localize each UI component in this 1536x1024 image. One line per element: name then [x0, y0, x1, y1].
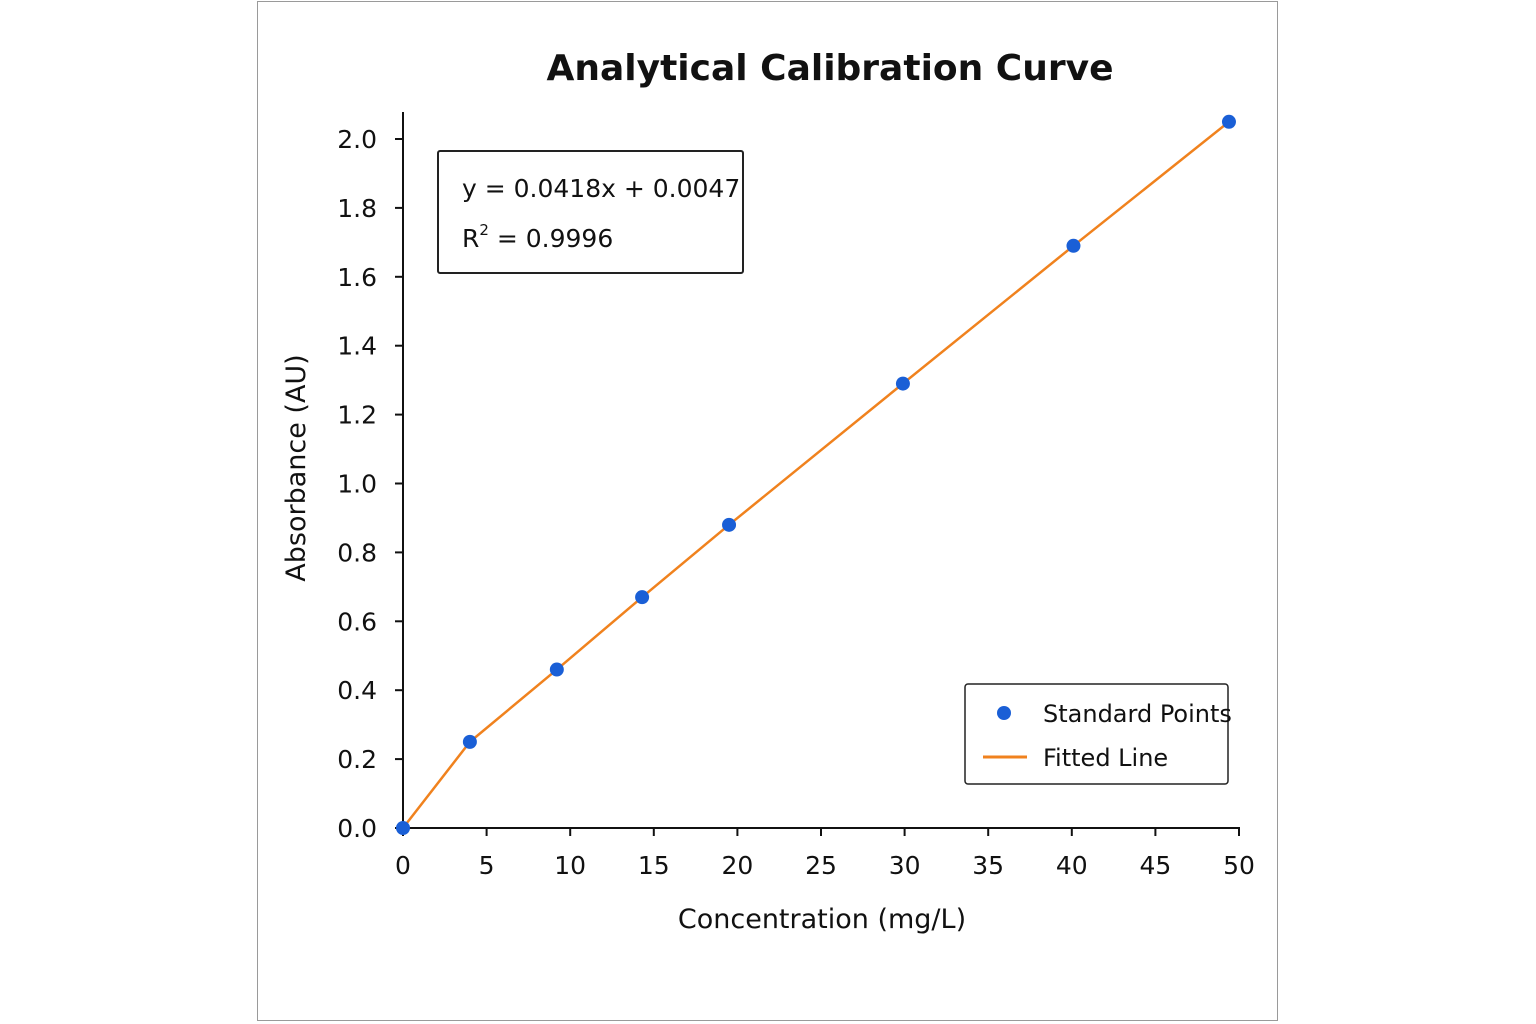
y-tick-label: 0.8: [337, 538, 377, 567]
equation-box: y = 0.0418x + 0.0047 R2 = 0.9996: [437, 150, 744, 274]
legend: Standard Points Fitted Line: [964, 683, 1232, 785]
standard-point: [635, 590, 650, 605]
legend-label-standard-points: Standard Points: [1043, 700, 1232, 728]
x-ticks: 0 5 10 15 20 25 30 35 40 45 50: [395, 828, 1255, 880]
y-tick-label: 0.6: [337, 607, 377, 636]
x-tick-label: 35: [972, 851, 1004, 880]
y-tick-label: 2.0: [337, 125, 377, 154]
y-axis-title: Absorbance (AU): [281, 354, 312, 581]
x-tick-label: 10: [554, 851, 586, 880]
y-tick-label: 0.2: [337, 745, 377, 774]
r-squared-prefix: R: [462, 224, 479, 253]
standard-point: [1066, 238, 1081, 253]
x-axis-title: Concentration (mg/L): [678, 904, 966, 935]
legend-label-fitted-line: Fitted Line: [1043, 744, 1168, 772]
r-squared-text: R2 = 0.9996: [462, 221, 613, 253]
standard-point: [462, 734, 477, 749]
x-tick-label: 40: [1056, 851, 1088, 880]
x-tick-label: 20: [721, 851, 753, 880]
x-tick-label: 5: [479, 851, 495, 880]
y-tick-label: 0.4: [337, 676, 377, 705]
x-tick-label: 15: [638, 851, 670, 880]
equation-text: y = 0.0418x + 0.0047: [462, 174, 740, 203]
y-tick-label: 1.0: [337, 470, 377, 499]
r-squared-superscript: 2: [479, 221, 489, 239]
standard-point: [722, 517, 737, 532]
y-tick-label: 1.8: [337, 194, 377, 223]
fitted-line: [402, 120, 1230, 829]
standard-point: [396, 821, 410, 835]
equation-box-border: [437, 150, 744, 274]
figure-frame: [257, 1, 1278, 1021]
y-tick-label: 1.6: [337, 263, 377, 292]
x-tick-label: 50: [1223, 851, 1255, 880]
y-tick-label: 1.2: [337, 401, 377, 430]
legend-box: [964, 683, 1229, 785]
y-tick-label: 1.4: [337, 332, 377, 361]
standard-point: [1221, 114, 1236, 129]
x-tick-label: 45: [1139, 851, 1171, 880]
x-tick-label: 25: [805, 851, 837, 880]
fitted-line-series: [402, 120, 1230, 829]
standard-points-series: [396, 114, 1236, 835]
x-tick-label: 30: [889, 851, 921, 880]
standard-point: [895, 376, 910, 391]
x-tick-label: 0: [395, 851, 411, 880]
standard-point: [549, 662, 564, 677]
y-ticks: 0.0 0.2 0.4 0.6 0.8 1.0 1.2 1.4 1.6 1.8 2.0: [337, 125, 403, 843]
r-squared-value: = 0.9996: [489, 224, 613, 253]
legend-marker-standard-points: [997, 706, 1011, 720]
y-tick-label: 0.0: [337, 814, 377, 843]
chart-title: Analytical Calibration Curve: [547, 48, 1114, 89]
